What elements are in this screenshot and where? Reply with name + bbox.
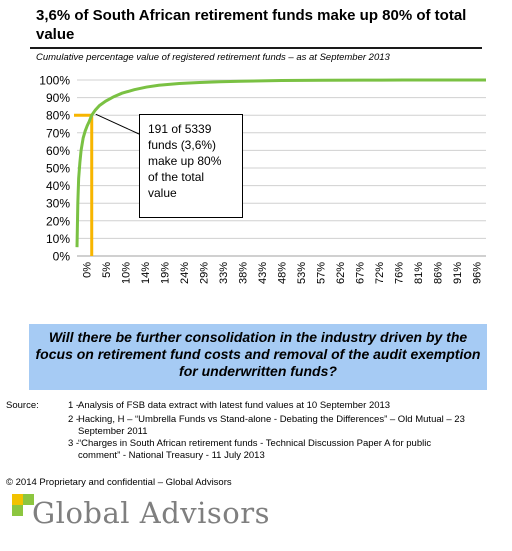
x-axis-ticks: 0% 5% 10% 14% 19% 24% 29% 33% 38% 43% 48% 53% 57% 62%… xyxy=(82,262,484,284)
y-axis-ticks: 0% 10% 20% 30% 40% 50% 60% 70% 80% 90% 100% xyxy=(39,74,70,264)
source-item: 2 - Hacking, H – “Umbrella Funds vs Stan… xyxy=(68,414,468,437)
x-tick-label: 0% xyxy=(82,262,94,278)
x-tick-label: 38% xyxy=(238,262,250,284)
page-title: 3,6% of South African retirement funds m… xyxy=(36,7,467,43)
y-tick-label: 40% xyxy=(46,179,70,193)
question-banner: Will there be further consolidation in t… xyxy=(29,324,487,390)
x-tick-label: 67% xyxy=(354,262,366,284)
x-tick-label: 43% xyxy=(257,262,269,284)
x-tick-label: 14% xyxy=(140,262,152,284)
x-tick-label: 24% xyxy=(179,262,191,284)
source-text: Analysis of FSB data extract with latest… xyxy=(78,400,391,411)
y-tick-label: 20% xyxy=(46,214,70,228)
x-tick-label: 48% xyxy=(277,262,289,284)
cumulative-value-curve xyxy=(75,78,487,248)
copyright-notice: © 2014 Proprietary and confidential – Gl… xyxy=(6,477,232,488)
x-tick-label: 57% xyxy=(315,262,327,284)
callout-box: 191 of 5339 funds (3,6%) make up 80% of … xyxy=(139,114,243,218)
logo-mark-icon xyxy=(12,494,34,516)
y-tick-label: 50% xyxy=(46,162,70,176)
title-divider xyxy=(30,47,482,49)
y-tick-label: 60% xyxy=(46,144,70,158)
source-number: 2 - xyxy=(68,414,80,425)
x-tick-label: 81% xyxy=(413,262,425,284)
x-tick-label: 76% xyxy=(393,262,405,284)
y-tick-label: 70% xyxy=(46,126,70,140)
chart: 0% 10% 20% 30% 40% 50% 60% 70% 80% 90% 100% 0% 5% 10… xyxy=(39,74,487,284)
x-tick-label: 91% xyxy=(452,262,464,284)
x-tick-label: 86% xyxy=(432,262,444,284)
x-tick-label: 72% xyxy=(374,262,386,284)
source-number: 3 - xyxy=(68,438,80,449)
x-tick-label: 62% xyxy=(335,262,347,284)
x-tick-label: 33% xyxy=(218,262,230,284)
x-tick-label: 29% xyxy=(199,262,211,284)
logo-text: Global Advisors xyxy=(32,496,270,530)
x-tick-label: 5% xyxy=(101,262,113,278)
callout-leader-line xyxy=(95,113,140,135)
y-tick-label: 90% xyxy=(46,91,70,105)
x-tick-label: 53% xyxy=(296,262,308,284)
x-tick-label: 96% xyxy=(471,262,483,284)
source-text: Hacking, H – “Umbrella Funds vs Stand-al… xyxy=(78,414,465,437)
source-item: 3 - “Charges in South African retirement… xyxy=(68,438,468,461)
y-tick-label: 0% xyxy=(53,250,71,264)
y-tick-label: 10% xyxy=(46,232,70,246)
y-tick-label: 100% xyxy=(39,74,70,88)
source-number: 1 - xyxy=(68,400,80,411)
sources-label: Source: xyxy=(6,400,39,411)
source-item: 1 - Analysis of FSB data extract with la… xyxy=(68,400,468,412)
chart-subtitle: Cumulative percentage value of registere… xyxy=(36,52,390,63)
company-logo: Global Advisors xyxy=(12,494,312,534)
x-tick-label: 10% xyxy=(121,262,133,284)
y-tick-label: 30% xyxy=(46,197,70,211)
y-tick-label: 80% xyxy=(46,109,70,123)
x-tick-label: 19% xyxy=(160,262,172,284)
source-text: “Charges in South African retirement fun… xyxy=(78,438,432,461)
